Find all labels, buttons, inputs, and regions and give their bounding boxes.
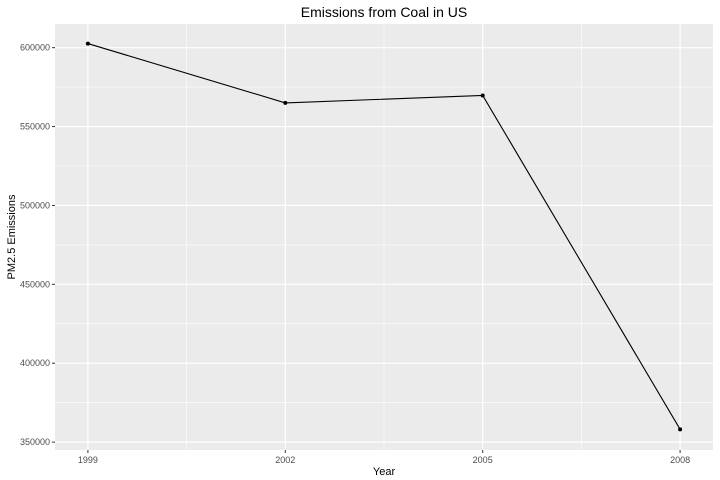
x-axis-title: Year bbox=[373, 466, 396, 478]
series-polyline bbox=[87, 43, 681, 430]
x-tick-label: 2005 bbox=[473, 455, 493, 465]
x-tick-label: 2002 bbox=[275, 455, 295, 465]
y-tick-label: 550000 bbox=[20, 122, 50, 132]
x-tick-label: 1999 bbox=[78, 455, 98, 465]
data-point bbox=[85, 41, 90, 46]
data-point bbox=[283, 100, 288, 105]
series-points bbox=[85, 41, 683, 432]
data-point bbox=[480, 93, 485, 98]
x-tick-label: 2008 bbox=[670, 455, 690, 465]
y-tick-label: 450000 bbox=[20, 279, 50, 289]
y-tick-label: 400000 bbox=[20, 358, 50, 368]
series-line bbox=[87, 43, 681, 430]
x-axis-ticks: 1999 2002 2005 2008 bbox=[78, 450, 690, 465]
y-tick-label: 350000 bbox=[20, 437, 50, 447]
y-tick-label: 500000 bbox=[20, 200, 50, 210]
data-point bbox=[678, 427, 683, 432]
y-axis-ticks: 350000 400000 450000 500000 550000 600000 bbox=[20, 43, 55, 447]
y-tick-label: 600000 bbox=[20, 43, 50, 53]
chart-title: Emissions from Coal in US bbox=[301, 4, 468, 20]
grid-minor bbox=[55, 24, 713, 450]
grid-major bbox=[55, 24, 713, 450]
y-axis-title: PM2.5 Emissions bbox=[6, 194, 18, 279]
